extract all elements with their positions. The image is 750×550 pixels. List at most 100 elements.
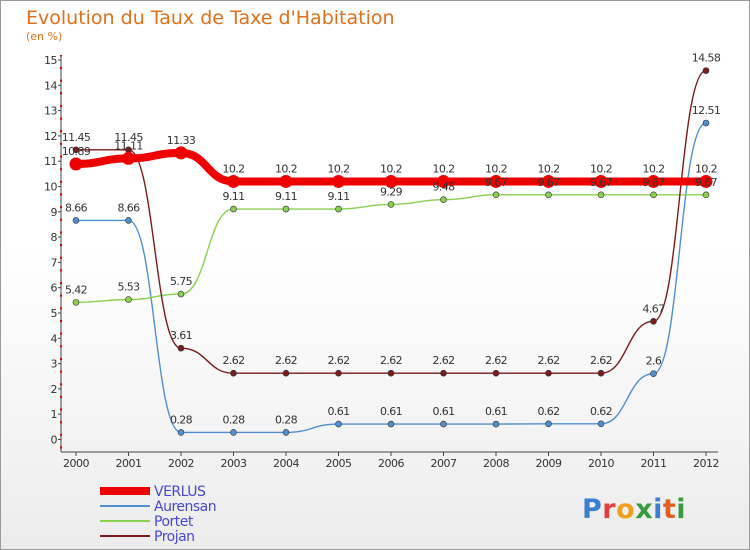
data-point	[279, 174, 293, 188]
y-tick-label: 11	[44, 155, 57, 168]
data-label: 11.33	[167, 134, 196, 147]
series-portet	[72, 191, 710, 306]
data-label: 5.42	[65, 283, 87, 296]
data-label: 10.2	[380, 162, 402, 175]
data-label: 9.48	[432, 181, 455, 194]
data-label: 10.2	[537, 162, 559, 175]
legend-label: Projan	[154, 529, 195, 545]
data-point	[72, 146, 80, 154]
y-tick-label: 4	[51, 332, 58, 345]
data-point	[597, 420, 605, 428]
data-point	[177, 429, 185, 436]
x-tick-label: 2007	[431, 457, 457, 470]
data-point	[647, 174, 660, 188]
data-label: 0.62	[590, 405, 612, 418]
data-label: 5.53	[117, 281, 140, 294]
y-tick-label: 1	[51, 408, 58, 421]
data-point	[72, 217, 80, 224]
data-point	[174, 146, 188, 160]
data-label: 10.2	[222, 162, 244, 175]
svg-text:Proxiti: Proxiti	[582, 494, 686, 525]
data-point	[594, 174, 608, 188]
y-tick-label: 10	[44, 181, 57, 194]
data-label: 9.11	[222, 190, 244, 203]
y-tick-label: 3	[51, 358, 58, 371]
data-point	[125, 217, 132, 224]
y-tick-label: 5	[51, 307, 58, 320]
y-tick-label: 13	[44, 105, 57, 118]
data-label: 0.61	[380, 405, 402, 418]
series-projan	[72, 67, 710, 377]
data-point	[230, 369, 237, 377]
data-labels: 10.89 11.11 11.33 10.2 10.2 10.2 10.2 10.2 10.2 1…	[62, 52, 722, 427]
data-point	[542, 174, 555, 188]
data-label: 9.67	[642, 176, 665, 189]
data-label: 2.62	[222, 354, 244, 367]
x-tick-label: 2010	[588, 457, 614, 470]
y-tick-label: 7	[51, 256, 58, 269]
data-point	[437, 174, 450, 188]
data-label: 9.29	[380, 185, 403, 198]
data-point	[122, 151, 135, 165]
data-label: 0.61	[485, 405, 507, 418]
data-point	[387, 420, 395, 428]
data-label: 0.62	[537, 405, 559, 418]
data-point	[545, 420, 552, 428]
chart-unit: (en %)	[26, 30, 62, 43]
data-label: 14.58	[692, 52, 721, 65]
x-tick-label: 2011	[641, 457, 667, 470]
data-label: 9.67	[537, 176, 560, 189]
data-label: 10.2	[327, 162, 349, 175]
y-tick-label: 15	[44, 54, 57, 67]
chart-title: Evolution du Taux de Taxe d'Habitation	[26, 7, 395, 29]
data-label: 10.2	[432, 162, 454, 175]
data-point	[332, 174, 345, 188]
data-label: 10.2	[642, 162, 664, 175]
data-point	[230, 205, 237, 213]
data-label: 2.62	[275, 354, 297, 367]
data-label: 0.28	[275, 413, 298, 426]
data-label: 2.62	[485, 354, 507, 367]
data-point	[72, 299, 80, 306]
data-point	[335, 420, 342, 428]
x-tick-label: 2012	[693, 457, 719, 470]
data-point	[440, 420, 447, 428]
data-label: 2.62	[590, 354, 612, 367]
data-point	[492, 369, 500, 377]
data-point	[492, 420, 500, 428]
data-label: 9.67	[590, 176, 613, 189]
data-point	[440, 369, 447, 377]
data-point	[597, 191, 605, 199]
data-point	[702, 67, 710, 74]
data-label: 0.28	[170, 413, 193, 426]
data-point	[489, 174, 503, 188]
data-label: 8.66	[117, 201, 140, 214]
data-label: 0.28	[222, 413, 245, 426]
data-point	[177, 290, 185, 298]
x-tick-label: 2008	[483, 457, 509, 470]
data-label: 10.2	[695, 162, 717, 175]
data-label: 2.6	[646, 355, 662, 368]
data-label: 10.2	[275, 162, 297, 175]
data-label: 2.62	[537, 354, 559, 367]
data-point	[335, 205, 342, 213]
proxiti-logo: Proxiti	[582, 494, 686, 525]
data-label: 0.61	[327, 405, 349, 418]
data-point	[387, 201, 395, 208]
data-point	[545, 369, 552, 377]
data-point	[177, 344, 185, 352]
data-point	[650, 370, 657, 378]
y-tick-label: 6	[51, 282, 58, 295]
y-tick-label: 8	[51, 231, 58, 244]
y-tick-label: 2	[51, 383, 58, 396]
data-label: 4.67	[642, 302, 665, 315]
data-point	[492, 191, 500, 199]
data-label: 10.2	[590, 162, 612, 175]
series-line	[75, 122, 707, 434]
data-label: 9.67	[485, 176, 508, 189]
data-point	[699, 174, 713, 188]
series-verlus	[69, 146, 713, 188]
data-point	[387, 369, 395, 377]
